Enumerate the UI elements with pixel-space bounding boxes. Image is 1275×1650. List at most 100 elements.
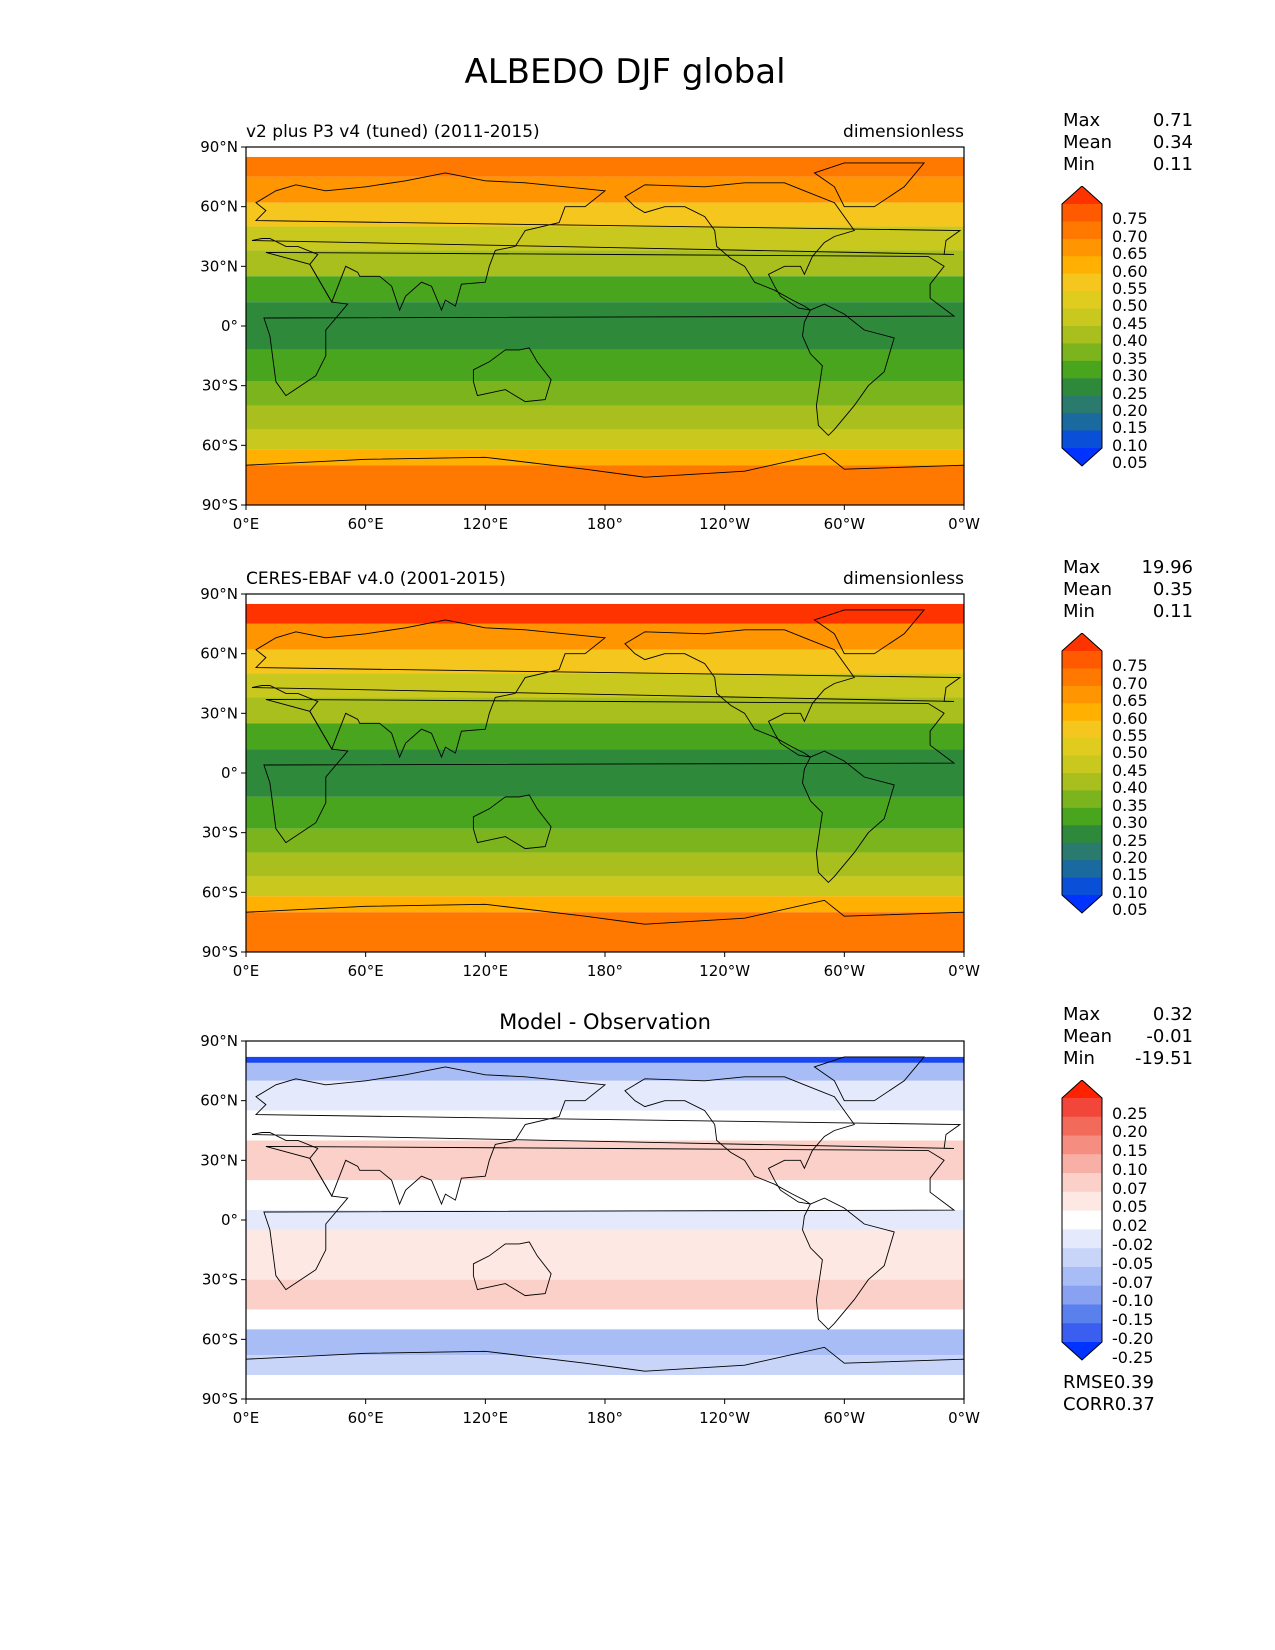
- lon-tick-label: 60°W: [824, 1409, 866, 1427]
- map-band: [246, 796, 964, 829]
- lat-tick-label: 30°S: [202, 1271, 238, 1289]
- colorbar-label: 0.60: [1112, 708, 1148, 728]
- panel-right-title: dimensionless: [843, 569, 964, 589]
- coastline: [246, 452, 964, 505]
- lon-tick-label: 180°: [587, 962, 623, 980]
- coastline: [802, 1197, 895, 1331]
- coastline: [251, 172, 962, 312]
- map-band: [246, 649, 964, 674]
- map-band: [246, 449, 964, 466]
- map-band: [246, 405, 964, 430]
- colorbar-label: 0.20: [1112, 1122, 1148, 1142]
- colorbar-segment: [1062, 877, 1102, 896]
- colorbar-segment: [1062, 395, 1102, 414]
- coastline: [624, 182, 856, 311]
- colorbar-label: 0.30: [1112, 366, 1148, 386]
- coastline: [802, 750, 895, 884]
- coastline: [813, 1056, 926, 1102]
- stat-row: Mean 0.34: [1063, 132, 1193, 154]
- colorbar-bottom-extend: [1062, 448, 1102, 466]
- panel-left-title: v2 plus P3 v4 (tuned) (2011-2015): [246, 122, 540, 142]
- stat-row: Mean 0.35: [1063, 579, 1193, 601]
- coastline: [96, 610, 206, 654]
- colorbar-outline: [1061, 186, 1103, 467]
- lon-tick-label: 120°W: [699, 1409, 750, 1427]
- coastline: [813, 609, 926, 655]
- coastline: [624, 629, 856, 758]
- colorbar-observation: [1061, 633, 1103, 914]
- colorbar-segment: [1062, 668, 1102, 687]
- stat-key: Max: [1063, 110, 1101, 131]
- colorbar-segment: [1062, 1248, 1102, 1268]
- colorbar-label: -0.05: [1112, 1253, 1154, 1273]
- lat-tick-label: 90°S: [202, 496, 238, 514]
- stat-row: Min -19.51: [1063, 1048, 1193, 1070]
- map-band: [246, 1279, 964, 1310]
- stat-value: 0.11: [1152, 601, 1193, 622]
- map-band: [246, 1062, 964, 1081]
- stat-value: -0.01: [1146, 1026, 1193, 1047]
- colorbar-label: -0.07: [1112, 1272, 1154, 1292]
- coastline: [0, 1067, 242, 1204]
- lon-tick-label: 60°E: [348, 515, 384, 533]
- map-band: [246, 912, 964, 952]
- colorbar-top-extend: [1062, 186, 1102, 204]
- colorbar-segment: [1062, 1229, 1102, 1249]
- map-band: [246, 1180, 964, 1211]
- colorbar-segment: [1062, 238, 1102, 257]
- coastline: [472, 1241, 552, 1297]
- map-observation: 90°N 60°N 30°N 0° 30°S 60°S 90°S0°E 60°E 120°E 18…: [0, 569, 980, 980]
- figure-title: ALBEDO DJF global: [464, 52, 786, 92]
- colorbar-segment: [1062, 1173, 1102, 1193]
- lat-tick-label: 30°N: [200, 1151, 238, 1169]
- coastline: [802, 303, 895, 437]
- lat-tick-label: 60°N: [200, 1092, 238, 1110]
- colorbar-segment: [1062, 360, 1102, 379]
- stat-key: Min: [1063, 1048, 1095, 1069]
- panel-left-title: CERES-EBAF v4.0 (2001-2015): [246, 569, 506, 589]
- colorbar-label: 0.25: [1112, 830, 1148, 850]
- map-band: [246, 1056, 964, 1063]
- map-band: [246, 1210, 964, 1230]
- map-band: [246, 147, 964, 157]
- lat-tick-label: 30°S: [202, 377, 238, 395]
- coastline: [0, 173, 242, 310]
- map-band: [246, 1110, 964, 1141]
- colorbar-label: 0.15: [1112, 1141, 1148, 1161]
- coastline: [0, 630, 136, 757]
- colorbar-outline: [1061, 1080, 1103, 1361]
- coastline: [84, 751, 176, 882]
- lon-tick-label: 0°W: [948, 1409, 980, 1427]
- colorbar-label: 0.55: [1112, 725, 1148, 745]
- lon-tick-label: 120°E: [463, 1409, 509, 1427]
- colorbar-label: 0.45: [1112, 760, 1148, 780]
- colorbar-label: 0.10: [1112, 1159, 1148, 1179]
- map-band: [246, 302, 964, 350]
- colorbar-label: 0.15: [1112, 865, 1148, 885]
- colorbar-label: 0.35: [1112, 348, 1148, 368]
- lat-tick-label: 30°N: [200, 257, 238, 275]
- colorbar-label: 0.75: [1112, 209, 1148, 229]
- coastline: [84, 1198, 176, 1329]
- stat-key: Max: [1063, 557, 1101, 578]
- colorbar-label: 0.10: [1112, 435, 1148, 455]
- lat-tick-label: 90°S: [202, 943, 238, 961]
- colorbar-segment: [1062, 1154, 1102, 1174]
- colorbar-difference: [1061, 1080, 1103, 1361]
- colorbar-label: 0.40: [1112, 331, 1148, 351]
- lon-tick-label: 60°E: [348, 962, 384, 980]
- lat-tick-label: 0°: [221, 317, 238, 335]
- panel-observation: 90°N 60°N 30°N 0° 30°S 60°S 90°S 0°E 60°E 120°E 18…: [0, 557, 1275, 1027]
- colorbar-segment: [1062, 1116, 1102, 1137]
- stat-value: 0.71: [1152, 110, 1193, 131]
- colorbar-segment: [1062, 790, 1102, 809]
- colorbar-model: [1061, 186, 1103, 467]
- stat-value: 0.35: [1152, 579, 1193, 600]
- lon-tick-label: 0°E: [233, 515, 260, 533]
- stat-value: 0.39: [1113, 1372, 1154, 1393]
- map-band: [246, 623, 964, 650]
- map-band: [246, 673, 964, 698]
- coastline: [251, 1066, 962, 1206]
- coastline: [472, 794, 552, 850]
- panel-center-title: Model - Observation: [499, 1010, 711, 1034]
